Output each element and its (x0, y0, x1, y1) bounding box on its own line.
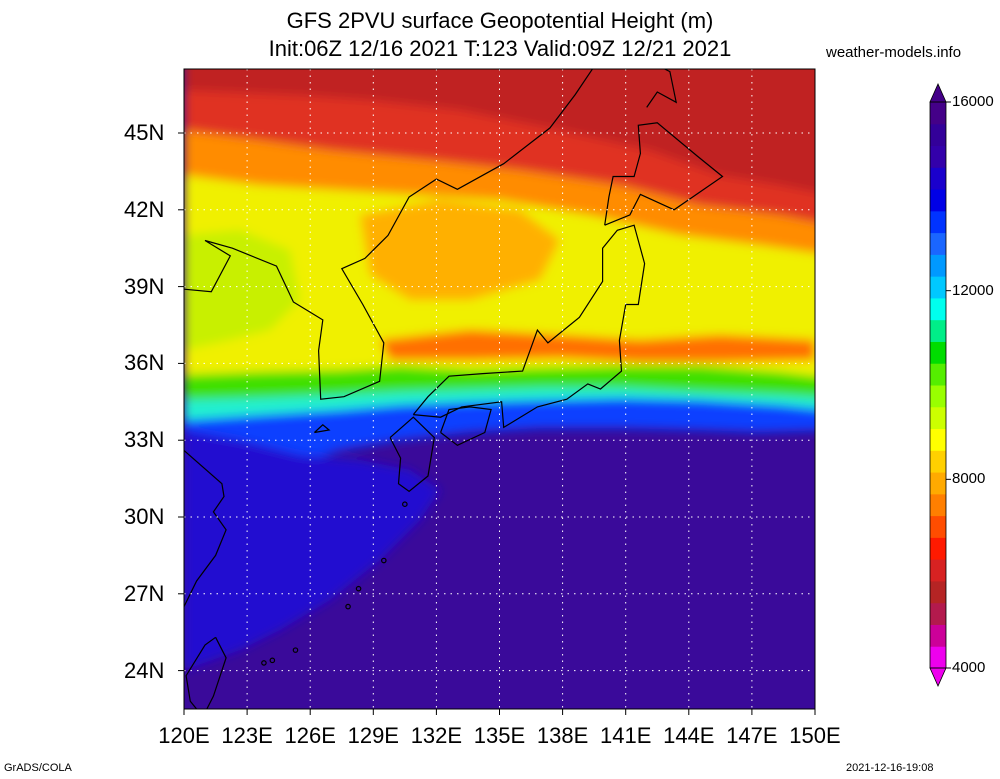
colorbar-swatch (930, 602, 946, 625)
lat-tick-label: 27N (124, 580, 165, 606)
coast-islet (345, 603, 351, 610)
lon-tick-label: 150E (789, 723, 841, 748)
field-band-orange-strip (380, 330, 815, 362)
field-band-light-orange (360, 200, 560, 300)
lon-tick-label: 135E (473, 723, 526, 748)
colorbar-swatch (930, 102, 946, 125)
field-band-red (184, 90, 815, 222)
colorbar-swatch (930, 580, 946, 604)
colorbar-swatch (930, 189, 946, 212)
coast-honshu (412, 224, 646, 429)
colorbar-swatch (930, 254, 946, 277)
lon-tick-label: 129E (347, 723, 399, 748)
colorbar-swatch (930, 559, 946, 582)
colorbar-swatch (930, 493, 946, 517)
lon-tick-label: 120E (158, 723, 210, 748)
colorbar-min-arrow (929, 667, 947, 687)
colorbar-swatch (930, 210, 946, 234)
coast-asia-mainland (184, 69, 594, 400)
colorbar-swatch (930, 472, 946, 495)
graticule (184, 69, 815, 709)
colorbar-swatch (930, 646, 946, 669)
colorbar-swatch (930, 537, 946, 560)
chart-title: GFS 2PVU surface Geopotential Height (m) (286, 8, 714, 33)
coast-sakhalin (646, 69, 678, 108)
colorbar-swatch (930, 385, 946, 408)
colorbar-swatch (930, 123, 946, 147)
colorbar-swatch (930, 167, 946, 190)
coast-china-south (184, 449, 227, 607)
coast-shikoku (440, 406, 492, 446)
lon-tick-label: 132E (410, 723, 463, 748)
colorbar (929, 83, 951, 687)
lat-tick-label: 39N (124, 273, 165, 299)
colorbar-label: 12000 (952, 281, 994, 299)
colorbar-label: 8000 (952, 470, 986, 488)
colorbar-swatch (930, 341, 946, 364)
colorbar-swatch (930, 624, 946, 647)
field-band-yellow-green (184, 230, 300, 350)
colorbar-swatch (930, 363, 946, 386)
lat-tick-label: 30N (124, 504, 165, 529)
colorbar-frame (929, 101, 947, 669)
field-band-blue (184, 398, 815, 530)
coast-islet (381, 557, 387, 564)
colorbar-swatch (930, 428, 946, 451)
colorbar-swatch (930, 319, 946, 342)
colorbar-label: 4000 (952, 659, 986, 676)
lat-tick-label: 42N (124, 196, 165, 222)
chart-subtitle: Init:06Z 12/16 2021 T:123 Valid:09Z 12/2… (268, 36, 732, 61)
coast-kyushu (389, 416, 435, 493)
footer-timestamp: 2021-12-16-19:08 (846, 762, 934, 774)
lat-tick-label: 45N (124, 120, 165, 145)
lat-tick-label: 24N (124, 657, 165, 683)
lon-tick-label: 126E (284, 723, 336, 748)
colorbar-swatch (930, 450, 946, 473)
colorbar-label: 16000 (952, 93, 994, 110)
coast-islet (292, 647, 299, 653)
field-band-dark-red (184, 69, 815, 192)
field-band-orange (184, 130, 815, 253)
coast-islet (355, 585, 362, 592)
coast-hokkaido (604, 122, 724, 226)
coast-jeju (313, 424, 331, 434)
colorbar-swatch (930, 232, 946, 255)
colorbar-swatch (930, 406, 946, 430)
coast-islet (402, 501, 408, 508)
lon-tick-label: 138E (536, 723, 589, 748)
coastlines (184, 69, 724, 709)
footer-software: GrADS/COLA (4, 762, 72, 774)
lon-tick-label: 147E (726, 723, 778, 748)
colorbar-swatch (930, 297, 946, 321)
coast-islet (269, 657, 276, 664)
coast-taiwan (185, 636, 227, 709)
colorbar-max-arrow (929, 83, 947, 103)
lon-tick-label: 141E (599, 723, 652, 748)
coast-islet (261, 660, 267, 666)
axis-ticks (178, 132, 816, 715)
field-band-dark-blue (184, 430, 440, 670)
lon-tick-label: 144E (663, 723, 715, 748)
lat-tick-label: 36N (124, 350, 165, 376)
lon-tick-label: 123E (221, 723, 273, 748)
credit-text: weather-models.info (826, 44, 962, 61)
colorbar-swatch (930, 515, 946, 538)
colorbar-swatch (930, 276, 946, 299)
geopotential-field (184, 69, 815, 709)
lat-tick-label: 33N (124, 427, 165, 453)
colorbar-swatch (930, 145, 946, 168)
